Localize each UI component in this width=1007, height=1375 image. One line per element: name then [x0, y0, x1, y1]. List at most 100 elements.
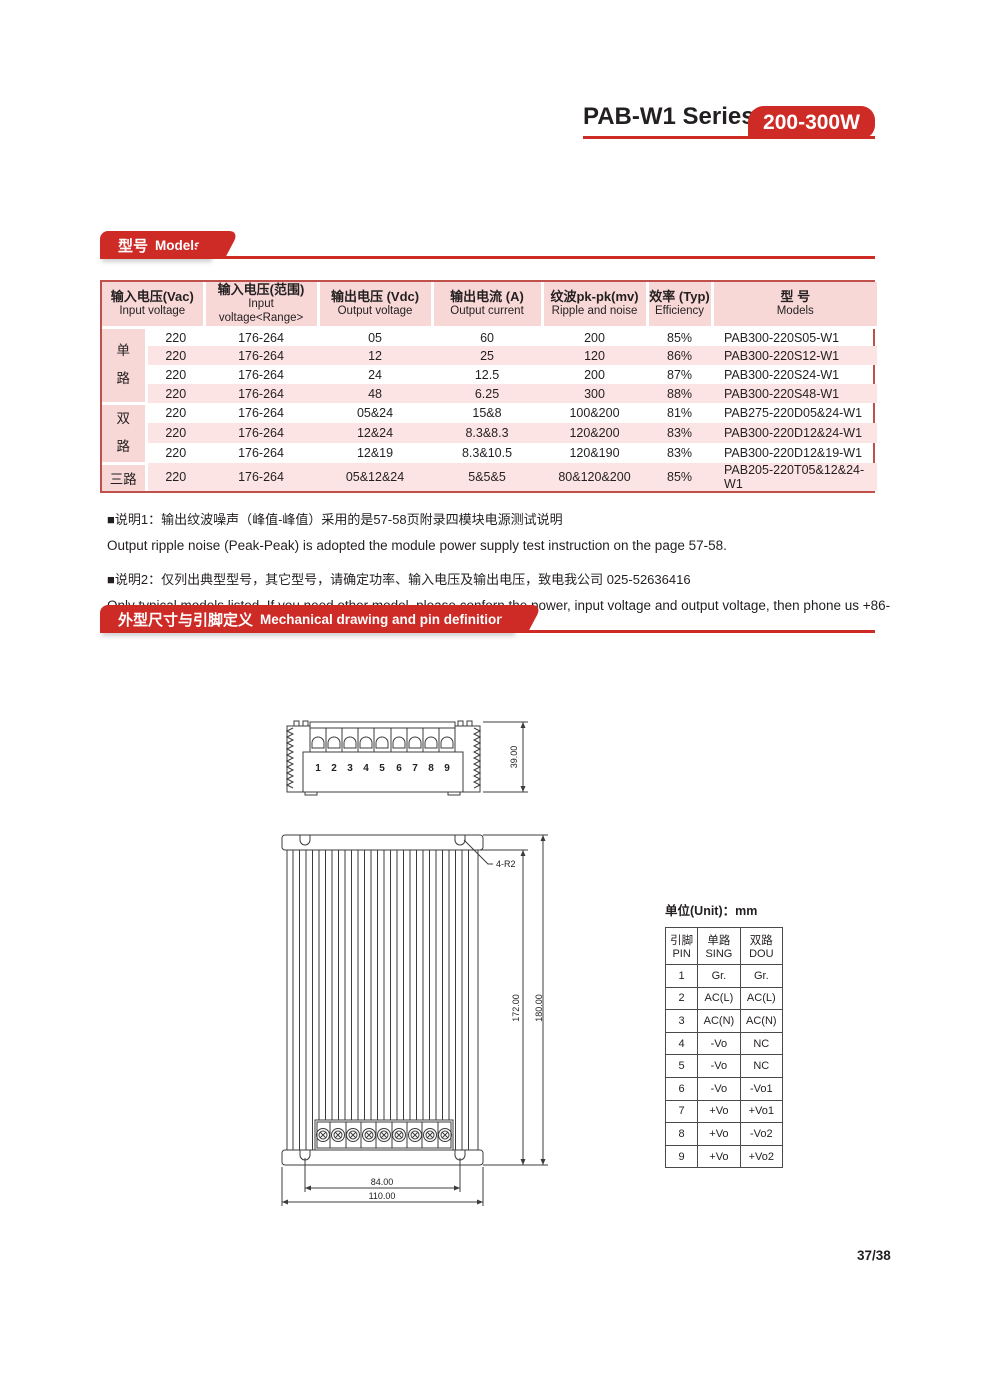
cell: 12&19 — [356, 446, 394, 461]
model-number-cell: PAB300-220D12&19-W1 — [724, 446, 863, 461]
dim-39: 39.00 — [509, 746, 519, 769]
cell: 12.5 — [474, 367, 500, 382]
dual-col-header: 双路 DOU — [739, 927, 784, 965]
cell: 220 — [146, 423, 205, 444]
pin-row: 6 -Vo -Vo1 — [664, 1076, 784, 1101]
pin-row: 2 AC(L) AC(L) — [664, 986, 784, 1011]
width-dimensions: 84.00 110.00 — [282, 1158, 483, 1206]
front-view-body — [282, 835, 483, 1165]
model-number-cell: PAB300-220S24-W1 — [724, 367, 840, 382]
cell: 220 — [165, 330, 187, 345]
col-header-en: Ripple and noise — [551, 305, 638, 318]
col-header-en: Models — [776, 305, 814, 318]
table-row: 220 176-264 24 12.5 200 87% PAB300-220S2… — [102, 365, 877, 384]
mech-banner-zh: 外型尺寸与引脚定义 — [118, 611, 254, 629]
cell: 6.25 — [432, 384, 543, 404]
cell: 87% — [667, 367, 693, 382]
col-header-output-voltage: 输出电压 (Vdc) Output voltage — [316, 282, 433, 329]
cell: 5 — [664, 1054, 699, 1078]
cell: 120&190 — [569, 446, 620, 461]
models-table-header-row: 输入电压(Vac) Input voltage 输入电压(范围) Input v… — [102, 282, 878, 329]
col-header-input-voltage: 输入电压(Vac) Input voltage — [102, 282, 205, 329]
model-number-cell: PAB275-220D05&24-W1 — [724, 406, 863, 421]
foot-right — [448, 792, 460, 795]
col-header-ripple: 纹波pk-pk(mv) Ripple and noise — [540, 282, 648, 329]
col-header-en: Output voltage — [337, 305, 413, 318]
title-underline — [583, 136, 875, 139]
cell: +Vo2 — [739, 1144, 784, 1169]
cell: 12 — [318, 346, 433, 366]
dim-172: 172.00 — [511, 994, 521, 1022]
cell: 8 — [664, 1122, 699, 1146]
cell: 05&12&24 — [318, 463, 433, 492]
cell: 2 — [664, 986, 699, 1011]
cell: 300 — [542, 384, 648, 404]
cell: 120&200 — [542, 423, 648, 444]
models-banner-en: Models — [155, 237, 202, 253]
pin-number: 5 — [379, 763, 385, 774]
cell: NC — [739, 1054, 784, 1078]
cell: Gr. — [697, 964, 741, 988]
pin-row: 3 AC(N) AC(N) — [664, 1009, 784, 1033]
fin-edge-right — [474, 728, 480, 788]
cell: 176-264 — [204, 346, 319, 366]
cell: 220 — [146, 384, 205, 404]
mount-notch-top-right — [455, 835, 465, 845]
cell: AC(L) — [697, 986, 741, 1011]
note1-zh: ■说明1：输出纹波噪声（峰值-峰值）采用的是57-58页附录四模块电源测试说明 — [107, 512, 563, 527]
cell: 60 — [480, 330, 494, 345]
cell: 176-264 — [238, 406, 284, 421]
cell: 176-264 — [204, 463, 319, 492]
pin-numbers: 1 2 3 4 5 6 7 8 9 — [315, 763, 450, 774]
pin-col-zh: 引脚 — [670, 935, 694, 947]
cell: 176-264 — [238, 367, 284, 382]
group-label-dual: 双路 — [102, 403, 148, 465]
col-header-zh: 输入电压(Vac) — [110, 288, 194, 304]
table-row: 单路 220 176-264 05 60 200 85% PAB300-220S… — [102, 327, 877, 405]
col-header-models: 型 号 Models — [710, 282, 878, 329]
col-header-input-range: 输入电压(范围) Input voltage<Range> — [202, 282, 319, 329]
cell: 8.3&10.5 — [461, 446, 513, 461]
table-row: 220 176-264 12&24 8.3&8.3 120&200 83% PA… — [102, 423, 878, 444]
pin-row: 7 +Vo +Vo1 — [664, 1099, 784, 1124]
cell: 220 — [165, 406, 187, 421]
cell: -Vo — [697, 1076, 741, 1101]
pin-row: 1 Gr. Gr. — [664, 964, 784, 988]
height-dimensions: 172.00 180.00 — [480, 835, 548, 1165]
cell: 81% — [667, 406, 693, 421]
models-table-frame: 输入电压(Vac) Input voltage 输入电压(范围) Input v… — [100, 280, 878, 494]
pin-col-en: DOU — [749, 948, 774, 960]
cell: 88% — [647, 384, 713, 404]
pin-row: 4 -Vo NC — [664, 1031, 784, 1056]
group-label-single: 单路 — [102, 327, 148, 405]
notes-block: ■说明1：输出纹波噪声（峰值-峰值）采用的是57-58页附录四模块电源测试说明 … — [107, 512, 907, 632]
note1-en: Output ripple noise (Peak-Peak) is adopt… — [107, 537, 727, 553]
pin-definition-table: 引脚 PIN 单路 SING 双路 DOU 1 Gr. Gr. 2 — [664, 927, 784, 1169]
mech-section-banner: 外型尺寸与引脚定义 Mechanical drawing and pin def… — [100, 605, 513, 633]
cell: 220 — [146, 346, 205, 366]
terminal-block — [315, 1120, 453, 1150]
table-row: 220 176-264 12 25 120 86% PAB300-220S12-… — [102, 346, 878, 366]
pin-number: 3 — [347, 763, 353, 774]
pin-number: 8 — [428, 763, 434, 774]
col-header-efficiency: 效率 (Typ) Efficiency — [645, 282, 713, 329]
cell: 220 — [165, 367, 187, 382]
col-header-en: Input voltage<Range> — [218, 298, 304, 325]
pin-number: 6 — [396, 763, 402, 774]
models-banner-zh: 型号 — [118, 237, 149, 255]
radius-callout: 4-R2 — [464, 840, 516, 869]
cell: 86% — [647, 346, 713, 366]
model-number-cell: PAB300-220D12&24-W1 — [712, 423, 878, 444]
models-section-banner: 型号 Models — [100, 231, 210, 259]
cell: 80&120&200 — [542, 463, 648, 492]
cell: 5&5&5 — [432, 463, 543, 492]
cell: +Vo — [697, 1099, 741, 1124]
top-view-drawing: 1 2 3 4 5 6 7 8 9 39.00 — [250, 703, 560, 803]
heatsink-fins — [293, 850, 469, 1150]
pin-col-en: SING — [705, 948, 733, 960]
mount-notch-top-left — [300, 835, 310, 845]
col-header-en: Input voltage — [119, 305, 186, 318]
power-range-badge: 200-300W — [748, 106, 875, 139]
cell: +Vo — [697, 1144, 741, 1169]
